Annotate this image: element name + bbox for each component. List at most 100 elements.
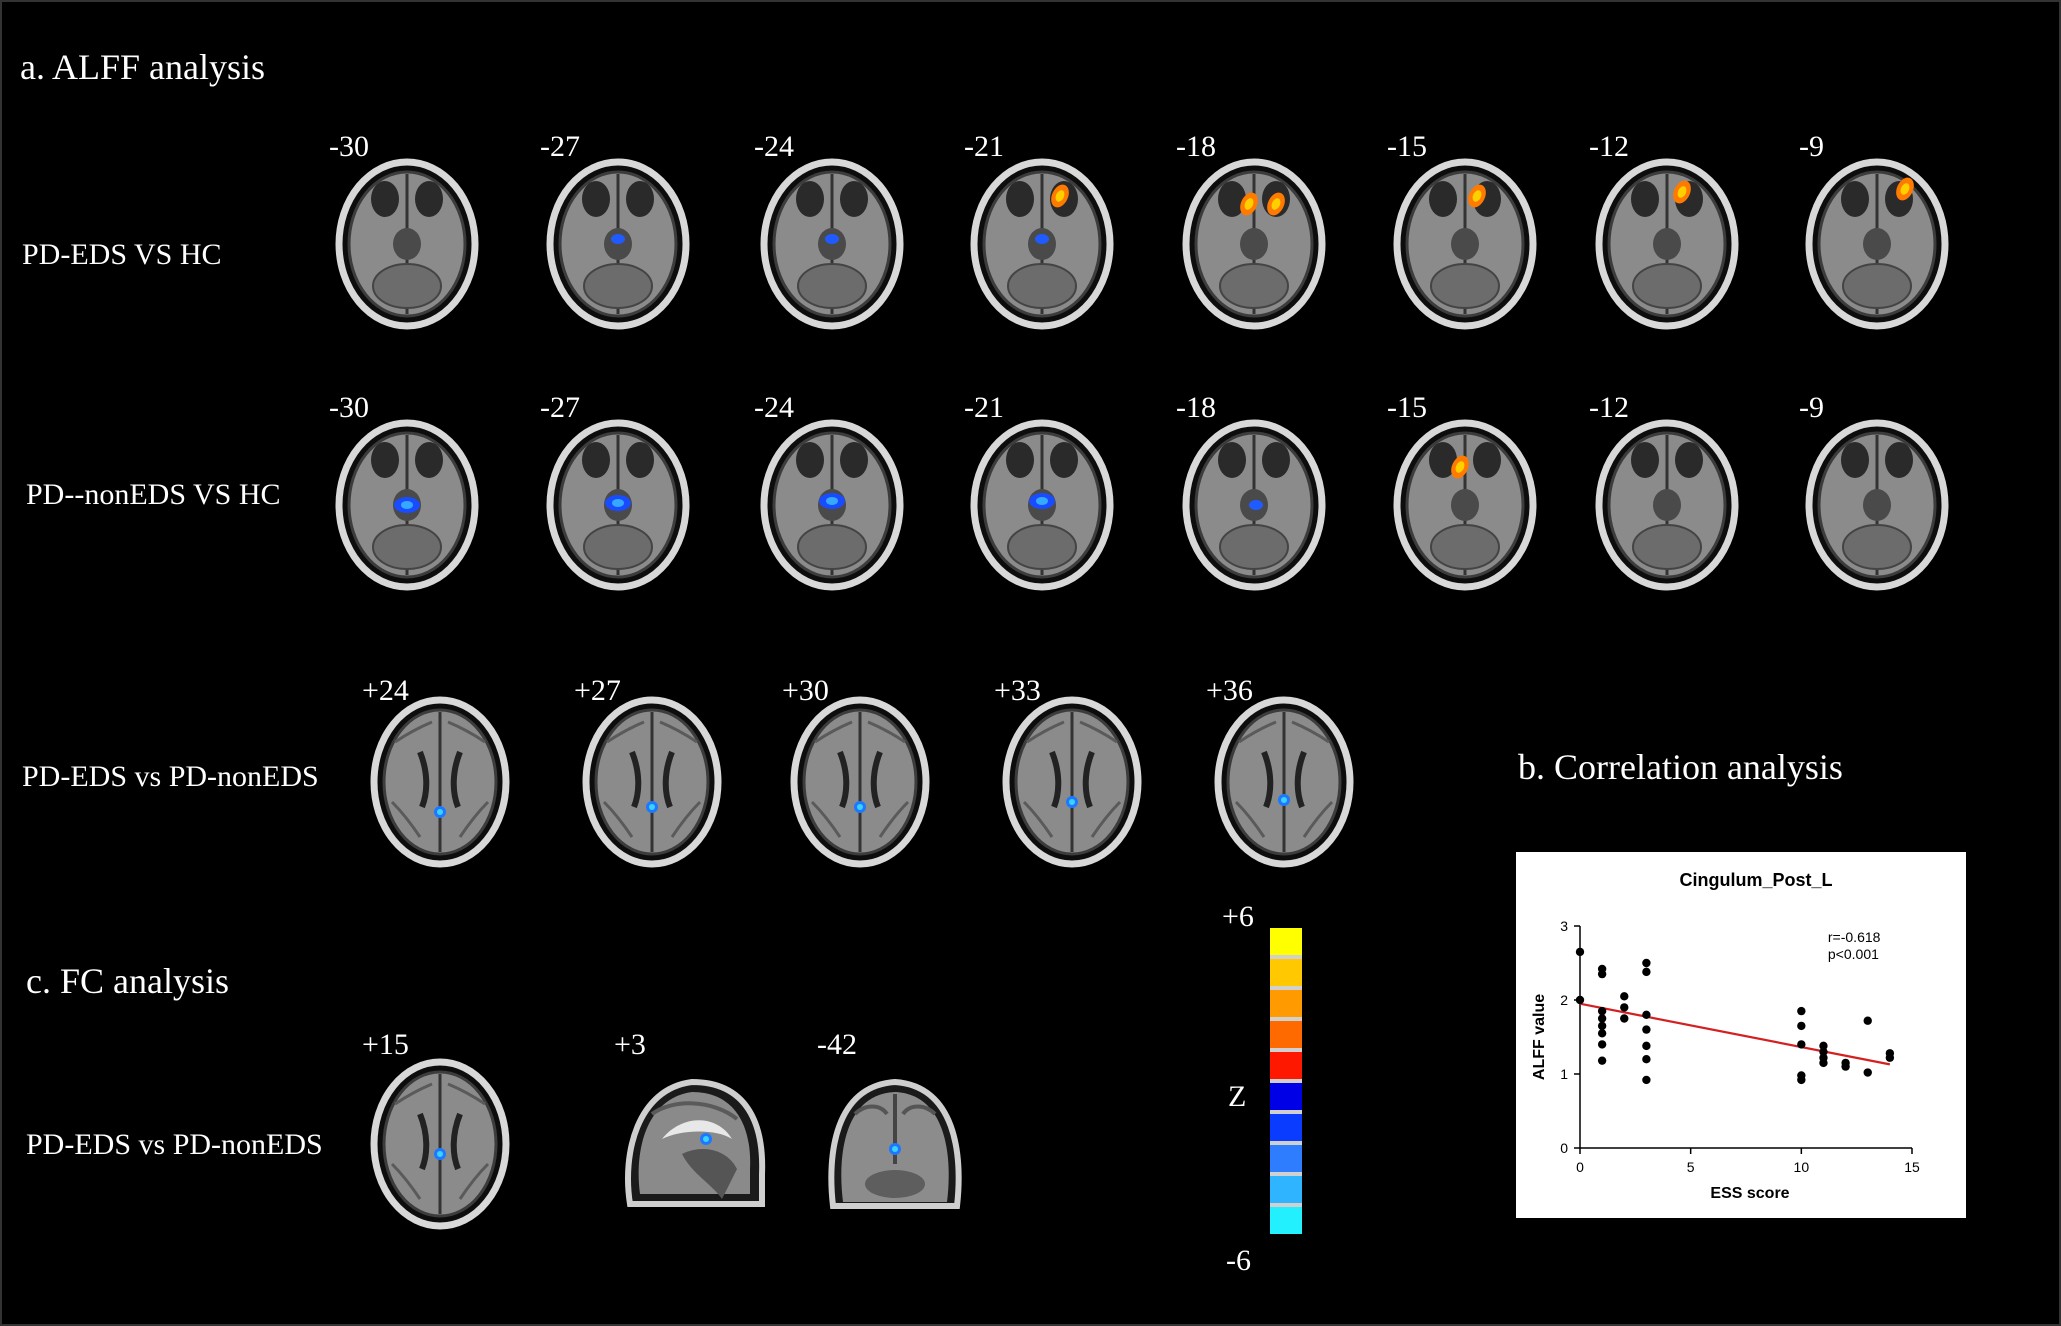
brain-r1-slice-7	[1595, 158, 1739, 330]
brain-r4-slice-3	[828, 1078, 962, 1209]
slice-number-label: +3	[614, 1028, 646, 1061]
brain-r2-slice-5	[1182, 419, 1326, 591]
row-label-pd-eds-vs-pd-noneds-alff: PD-EDS vs PD-nonEDS	[22, 760, 319, 793]
brain-r1-slice-1	[335, 158, 479, 330]
colorbar-separator	[1270, 1203, 1302, 1207]
colorbar-segment	[1270, 1145, 1302, 1172]
slice-number-label: +27	[574, 674, 621, 707]
data-point	[1642, 967, 1651, 977]
slice-number-label: -42	[817, 1028, 857, 1061]
slice-number-label: +33	[994, 674, 1041, 707]
brain-r1-slice-4	[970, 158, 1114, 330]
colorbar-segment	[1270, 990, 1302, 1017]
slice-number-label: +24	[362, 674, 409, 707]
data-point	[1597, 1029, 1607, 1038]
data-point	[1575, 947, 1585, 957]
colorbar	[1270, 928, 1302, 1266]
slice-number-label: -27	[540, 391, 580, 424]
chart-title: Cingulum_Post_L	[1679, 870, 1832, 890]
data-point	[1863, 1068, 1872, 1077]
correlation-scatter-plot: Cingulum_Post_L 0 5 10 15 0 1 2 3 ESS score ALFF v…	[1531, 870, 1920, 1202]
slice-number-label: +36	[1206, 674, 1253, 707]
slice-number-label: -24	[754, 391, 794, 424]
brain-r1-slice-3	[760, 158, 904, 330]
x-tick-label: 0	[1576, 1159, 1584, 1175]
y-tick-label: 1	[1560, 1066, 1568, 1082]
data-point	[1597, 1006, 1607, 1016]
x-tick-label: 10	[1794, 1159, 1810, 1175]
row-label-pd-noneds-vs-hc: PD--nonEDS VS HC	[26, 478, 281, 511]
colorbar-separator	[1270, 1110, 1302, 1114]
colorbar-segment	[1270, 1114, 1302, 1141]
data-point	[1863, 1016, 1872, 1025]
slice-number-label: -12	[1589, 391, 1629, 424]
x-tick-label: 15	[1904, 1159, 1920, 1175]
data-point	[1642, 1055, 1651, 1064]
data-point	[1597, 1056, 1607, 1065]
colorbar-separator	[1270, 1048, 1302, 1052]
colorbar-segment	[1270, 1052, 1302, 1079]
brain-r2-slice-6	[1393, 419, 1537, 591]
brain-r2-slice-8	[1805, 419, 1949, 591]
brain-r2-slice-3	[760, 419, 904, 591]
colorbar-top-label: +6	[1222, 900, 1254, 933]
colorbar-segment	[1270, 1176, 1302, 1203]
brain-r3-slice-2	[582, 696, 722, 868]
brain-r1-slice-5	[1182, 158, 1326, 330]
brain-r3-slice-5	[1214, 696, 1354, 868]
regression-line	[1579, 1002, 1891, 1066]
colorbar-segment	[1270, 1083, 1302, 1110]
data-point	[1642, 1010, 1651, 1019]
brain-r1-slice-8	[1805, 158, 1949, 330]
slice-number-label: -12	[1589, 130, 1629, 163]
data-point	[1597, 1021, 1607, 1031]
colorbar-segment	[1270, 1021, 1302, 1048]
data-point	[1642, 958, 1651, 968]
x-tick-label: 5	[1687, 1159, 1695, 1175]
data-point	[1620, 992, 1629, 1001]
slice-number-label: -24	[754, 130, 794, 163]
data-point	[1620, 1003, 1629, 1012]
brain-r2-slice-1	[335, 419, 479, 591]
correlation-plot-panel: Cingulum_Post_L 0 5 10 15 0 1 2 3 ESS score ALFF v…	[1516, 852, 1966, 1218]
slice-number-label: -30	[329, 391, 369, 424]
slice-number-label: -9	[1799, 130, 1824, 163]
colorbar-separator	[1270, 955, 1302, 959]
colorbar-segment	[1270, 928, 1302, 955]
data-point	[1819, 1041, 1828, 1051]
brain-r2-slice-2	[546, 419, 690, 591]
y-tick-label: 3	[1560, 918, 1568, 934]
slice-number-label: -30	[329, 130, 369, 163]
data-point	[1620, 1014, 1629, 1023]
data-point	[1642, 1025, 1651, 1034]
slice-number-label: +30	[782, 674, 829, 707]
slice-number-label: -15	[1387, 391, 1427, 424]
colorbar-bottom-label: -6	[1226, 1244, 1251, 1277]
row-label-pd-eds-vs-pd-noneds-fc: PD-EDS vs PD-nonEDS	[26, 1128, 323, 1161]
data-point	[1819, 1047, 1828, 1056]
colorbar-mid-label: Z	[1228, 1080, 1247, 1113]
y-tick-label: 2	[1560, 992, 1568, 1008]
brain-r1-slice-6	[1393, 158, 1537, 330]
data-point	[1575, 995, 1585, 1005]
colorbar-separator	[1270, 1079, 1302, 1083]
data-point	[1797, 1021, 1806, 1031]
data-point	[1819, 1058, 1828, 1068]
section-b-title: b. Correlation analysis	[1518, 747, 1843, 787]
y-tick-label: 0	[1560, 1140, 1568, 1156]
section-a-title: a. ALFF analysis	[20, 47, 266, 87]
slice-number-label: -15	[1387, 130, 1427, 163]
slice-number-label: -18	[1176, 391, 1216, 424]
data-point	[1597, 1014, 1607, 1023]
brain-r3-slice-4	[1002, 696, 1142, 868]
slice-number-label: -18	[1176, 130, 1216, 163]
slice-number-label: -9	[1799, 391, 1824, 424]
x-axis-label: ESS score	[1710, 1185, 1789, 1202]
colorbar-separator	[1270, 1017, 1302, 1021]
data-point	[1841, 1062, 1850, 1071]
brain-r4-slice-1	[370, 1058, 510, 1230]
slice-number-label: -21	[964, 130, 1004, 163]
data-point	[1642, 1075, 1651, 1085]
brain-r2-slice-7	[1595, 419, 1739, 591]
stat-annotation: p<0.001	[1828, 946, 1879, 962]
